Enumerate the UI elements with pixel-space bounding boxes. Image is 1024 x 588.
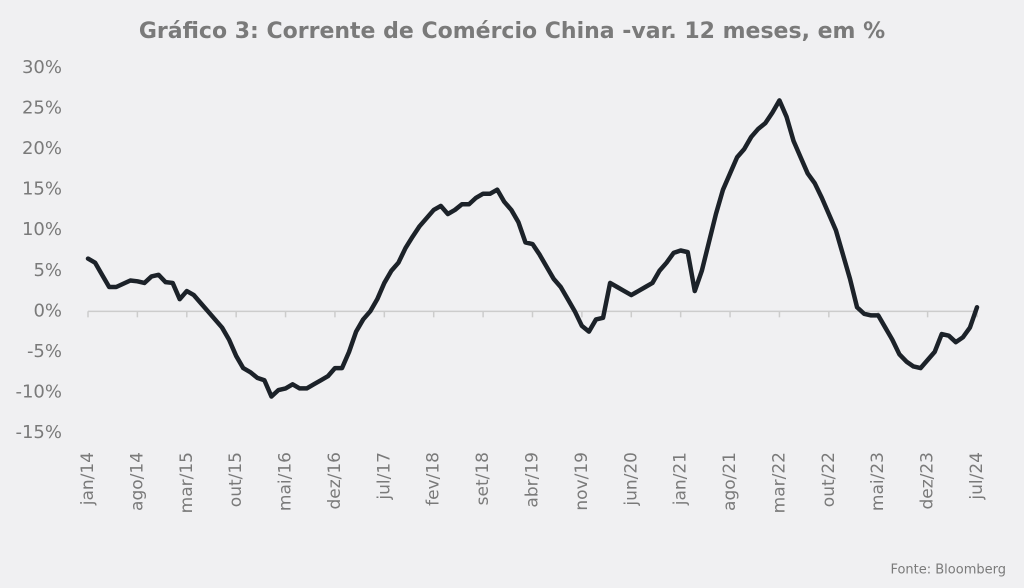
x-tick-label: dez/16 (325, 452, 345, 510)
y-tick-label: 0% (33, 300, 62, 321)
source: Fonte: Bloomberg (890, 563, 1006, 578)
x-tick-label: mar/15 (177, 452, 197, 513)
y-tick-label: -10% (15, 381, 62, 402)
y-tick-label: 15% (22, 179, 62, 200)
x-tick-label: ago/14 (127, 452, 147, 511)
x-tick-label: jul/24 (967, 452, 987, 501)
y-tick-label: -5% (27, 341, 62, 362)
x-tick-label: out/22 (819, 452, 839, 507)
x-tick-label: abr/19 (523, 452, 543, 508)
x-tick-label: jan/14 (78, 452, 98, 506)
x-tick-label: nov/19 (572, 452, 592, 511)
x-tick-label: mai/23 (868, 452, 888, 511)
x-tick-label: mar/22 (769, 452, 789, 513)
y-tick-label: 30% (22, 57, 62, 78)
chart-title: Gráfico 3: Corrente de Comércio China -v… (139, 19, 885, 44)
x-tick-label: out/15 (226, 452, 246, 507)
x-tick-label: mai/16 (276, 452, 296, 511)
x-tick-label: dez/23 (918, 452, 938, 510)
x-tick-label: ago/21 (720, 452, 740, 511)
data-line (85, 98, 980, 399)
x-tick-label: set/18 (473, 452, 493, 505)
y-tick-label: -15% (15, 422, 62, 443)
y-tick-label: 25% (22, 98, 62, 119)
x-tick-label: fev/18 (424, 452, 444, 506)
y-tick-label: 20% (22, 138, 62, 159)
y-tick-label: 10% (22, 219, 62, 240)
x-tick-label: jul/17 (374, 452, 394, 501)
x-tick-label: jan/21 (671, 452, 691, 506)
y-tick-label: 5% (33, 260, 62, 281)
x-tick-label: jun/20 (621, 452, 641, 507)
